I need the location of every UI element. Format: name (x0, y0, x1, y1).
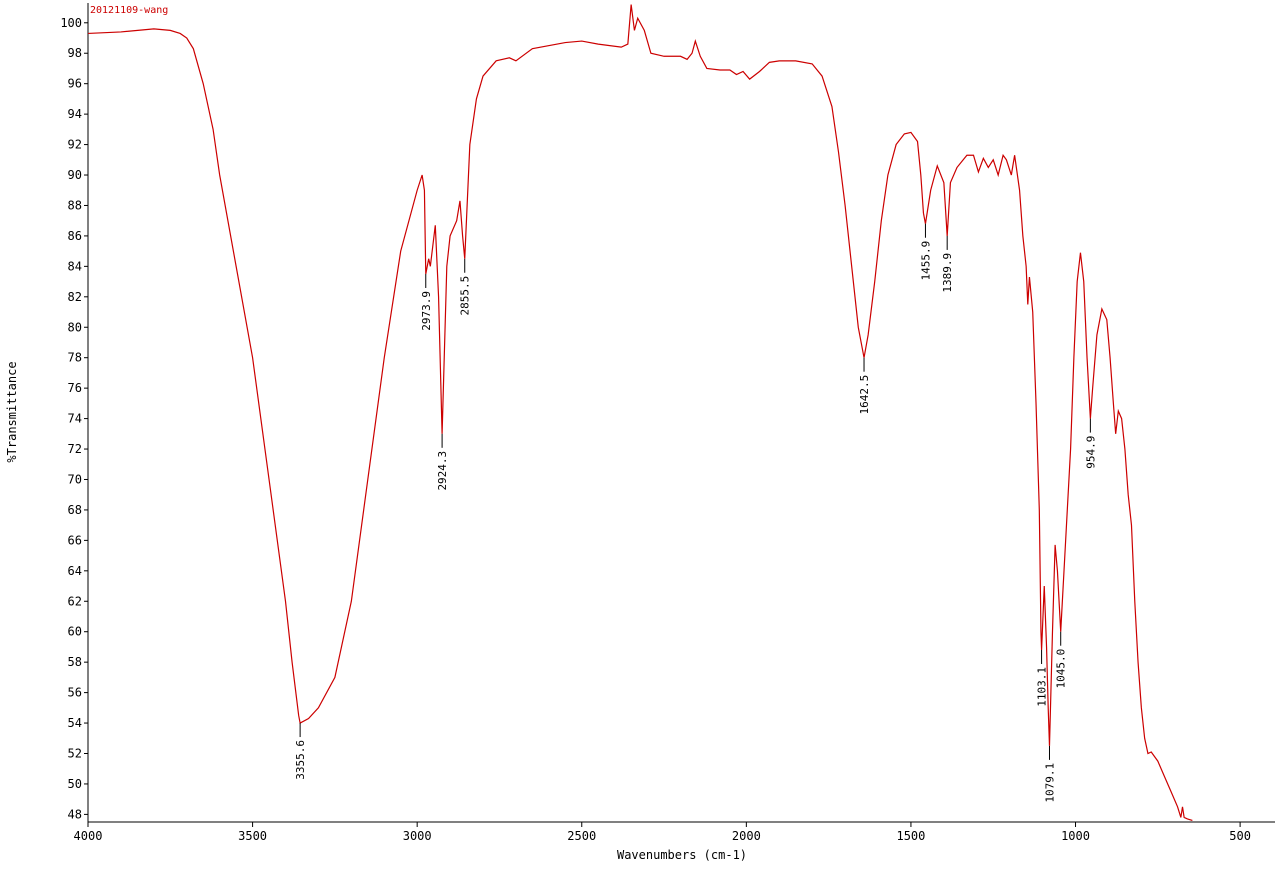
y-tick-label: 54 (68, 716, 82, 730)
y-tick-label: 84 (68, 259, 82, 273)
peak-label: 2924.3 (436, 451, 449, 491)
x-tick-label: 2500 (567, 829, 596, 843)
y-tick-label: 52 (68, 746, 82, 760)
y-axis-label: %Transmittance (5, 361, 19, 462)
y-tick-label: 100 (60, 16, 82, 30)
peak-label: 3355.6 (294, 740, 307, 780)
y-tick-label: 60 (68, 625, 82, 639)
x-tick-label: 500 (1229, 829, 1251, 843)
y-tick-label: 56 (68, 686, 82, 700)
y-tick-label: 72 (68, 442, 82, 456)
peak-label: 1103.1 (1036, 667, 1049, 707)
peak-label: 954.9 (1084, 436, 1097, 469)
chart-title: 20121109-wang (90, 5, 168, 16)
x-tick-label: 1500 (896, 829, 925, 843)
y-tick-label: 88 (68, 198, 82, 212)
y-tick-label: 78 (68, 351, 82, 365)
y-tick-label: 86 (68, 229, 82, 243)
peak-label: 1389.9 (941, 253, 954, 293)
y-tick-label: 66 (68, 533, 82, 547)
y-tick-label: 80 (68, 320, 82, 334)
y-tick-label: 76 (68, 381, 82, 395)
peak-label: 1455.9 (919, 241, 932, 281)
y-tick-label: 64 (68, 564, 82, 578)
x-tick-label: 3500 (238, 829, 267, 843)
y-tick-label: 68 (68, 503, 82, 517)
peak-label: 2855.5 (459, 276, 472, 316)
y-tick-label: 62 (68, 594, 82, 608)
y-tick-label: 50 (68, 777, 82, 791)
peak-label: 1045.0 (1055, 649, 1068, 689)
x-axis-label: Wavenumbers (cm-1) (617, 848, 747, 862)
x-tick-label: 3000 (403, 829, 432, 843)
y-tick-label: 58 (68, 655, 82, 669)
y-tick-label: 90 (68, 168, 82, 182)
y-tick-label: 94 (68, 107, 82, 121)
x-tick-label: 4000 (74, 829, 103, 843)
y-tick-label: 92 (68, 138, 82, 152)
peak-label: 1642.5 (858, 375, 871, 415)
y-tick-label: 70 (68, 472, 82, 486)
y-tick-label: 74 (68, 412, 82, 426)
x-tick-label: 2000 (732, 829, 761, 843)
peak-label: 2973.9 (420, 291, 433, 331)
x-tick-label: 1000 (1061, 829, 1090, 843)
spectrum-line (87, 4, 1193, 822)
y-tick-label: 82 (68, 290, 82, 304)
peak-label: 1079.1 (1043, 763, 1056, 803)
y-tick-label: 96 (68, 77, 82, 91)
y-tick-label: 98 (68, 46, 82, 60)
y-tick-label: 48 (68, 807, 82, 821)
